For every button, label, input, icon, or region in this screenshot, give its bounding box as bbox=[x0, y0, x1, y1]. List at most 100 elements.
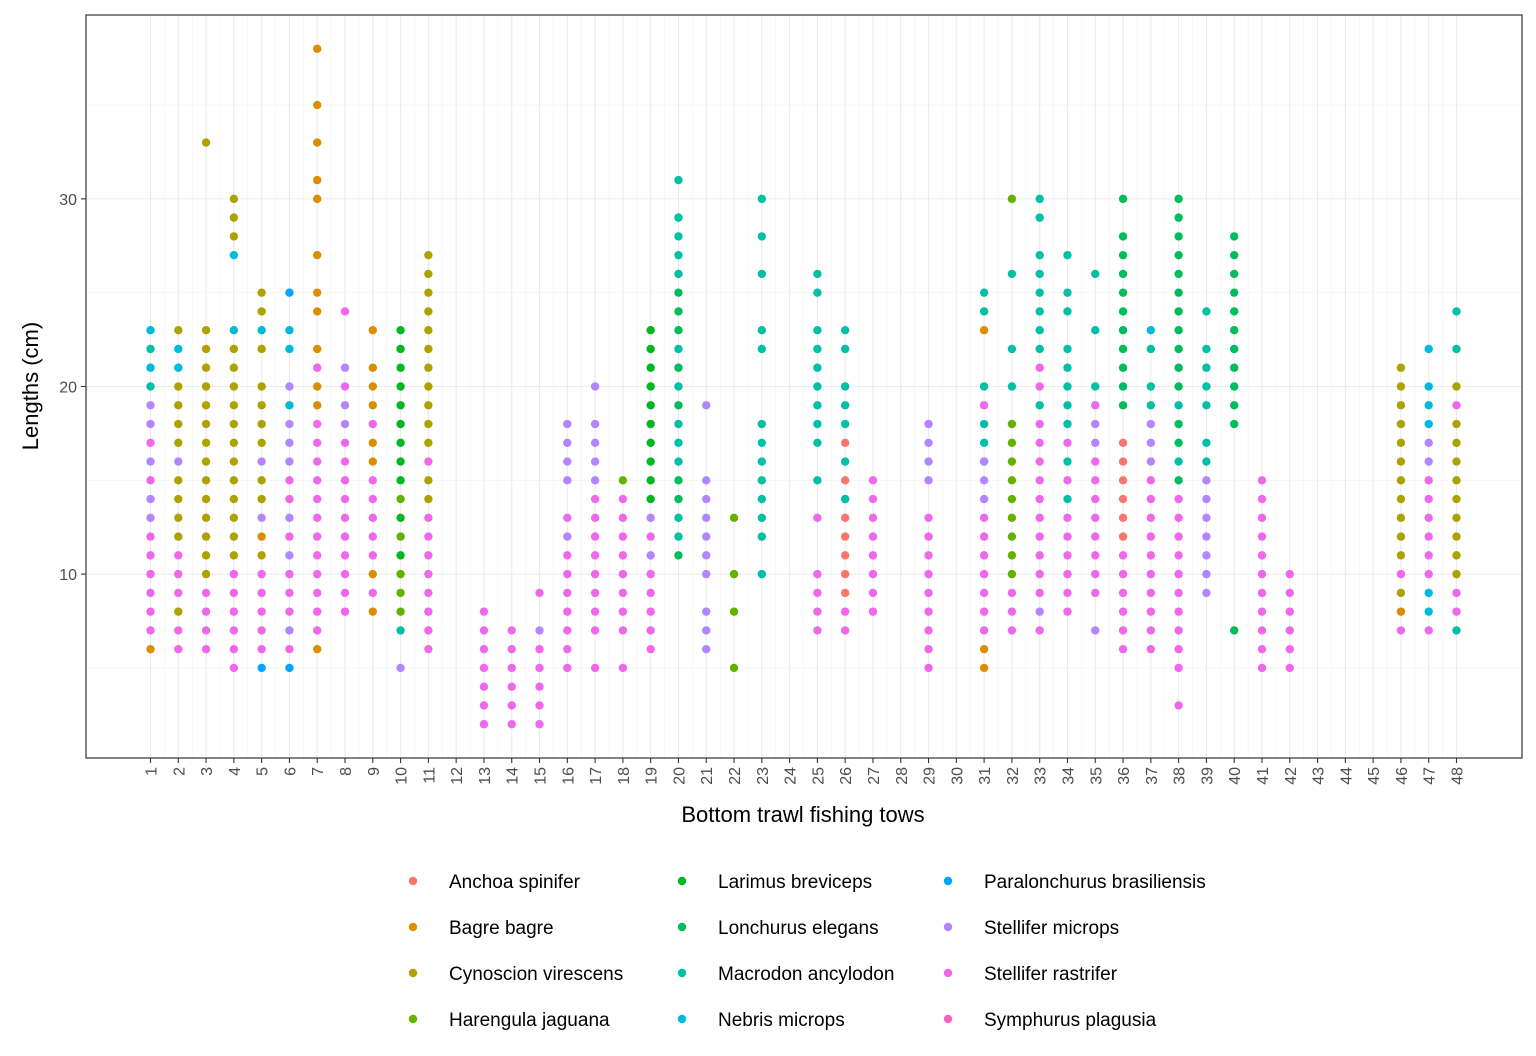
data-point bbox=[1091, 457, 1100, 466]
data-point bbox=[146, 569, 155, 579]
data-point bbox=[174, 419, 183, 429]
data-point bbox=[924, 626, 933, 635]
data-point bbox=[257, 457, 266, 466]
x-tick-label: 29 bbox=[922, 767, 939, 785]
data-point bbox=[229, 588, 239, 598]
data-point bbox=[313, 607, 322, 616]
data-point bbox=[507, 720, 516, 729]
data-point bbox=[424, 438, 433, 447]
data-point bbox=[1257, 494, 1267, 504]
x-tick-label: 27 bbox=[866, 767, 883, 785]
legend-key bbox=[943, 968, 953, 978]
data-point bbox=[174, 588, 183, 598]
data-point bbox=[1063, 250, 1072, 260]
data-point bbox=[396, 551, 405, 560]
data-point bbox=[757, 532, 767, 541]
data-point bbox=[1118, 569, 1128, 579]
data-point bbox=[1230, 232, 1239, 241]
legend-label: Cynoscion virescens bbox=[449, 964, 623, 985]
data-point bbox=[646, 551, 655, 560]
data-point bbox=[563, 438, 572, 447]
data-point bbox=[1174, 438, 1183, 447]
data-point bbox=[1146, 344, 1156, 354]
data-point bbox=[424, 607, 433, 616]
data-point bbox=[924, 663, 933, 673]
data-point bbox=[979, 532, 989, 541]
data-point bbox=[368, 419, 377, 429]
data-point bbox=[313, 626, 322, 635]
data-point bbox=[1230, 382, 1239, 391]
data-point bbox=[618, 663, 628, 673]
data-point bbox=[1396, 401, 1406, 410]
data-point bbox=[1063, 513, 1072, 523]
data-point bbox=[1424, 382, 1433, 391]
data-point bbox=[340, 382, 350, 391]
data-point bbox=[257, 532, 266, 541]
data-point bbox=[1118, 326, 1128, 335]
data-point bbox=[340, 457, 350, 466]
data-point bbox=[507, 701, 516, 710]
data-point bbox=[313, 513, 322, 523]
x-tick-label: 3 bbox=[199, 767, 216, 776]
x-tick-label: 13 bbox=[477, 767, 494, 785]
data-point bbox=[1063, 588, 1072, 598]
data-point bbox=[1063, 532, 1072, 541]
data-point bbox=[146, 457, 155, 466]
data-point bbox=[1396, 607, 1406, 616]
data-point bbox=[285, 588, 294, 598]
data-point bbox=[646, 382, 655, 391]
data-point bbox=[1063, 457, 1072, 466]
data-point bbox=[146, 438, 155, 447]
data-point bbox=[201, 588, 211, 598]
data-point bbox=[1174, 607, 1183, 616]
data-point bbox=[201, 457, 211, 466]
data-point bbox=[702, 513, 711, 523]
data-point bbox=[840, 494, 850, 504]
data-point bbox=[201, 401, 211, 410]
data-point bbox=[1202, 588, 1211, 598]
data-point bbox=[1202, 344, 1211, 354]
data-point bbox=[257, 382, 266, 391]
data-point bbox=[285, 494, 294, 504]
data-point bbox=[257, 307, 266, 316]
data-point bbox=[396, 401, 405, 410]
data-point bbox=[1202, 363, 1211, 372]
data-point bbox=[507, 682, 516, 691]
data-point bbox=[1174, 701, 1183, 710]
data-point bbox=[674, 457, 683, 466]
data-point bbox=[313, 569, 322, 579]
data-point bbox=[674, 288, 683, 297]
data-point bbox=[1257, 607, 1267, 616]
data-point bbox=[229, 363, 239, 372]
legend-key bbox=[943, 922, 953, 932]
data-point bbox=[1285, 626, 1294, 635]
data-point bbox=[563, 419, 572, 429]
data-point bbox=[1174, 344, 1183, 354]
data-point bbox=[563, 457, 572, 466]
x-tick-label: 28 bbox=[894, 767, 911, 785]
data-point bbox=[757, 569, 767, 579]
data-point bbox=[1202, 494, 1211, 504]
data-point bbox=[146, 401, 155, 410]
data-point bbox=[924, 419, 933, 429]
data-point bbox=[757, 513, 767, 523]
data-point bbox=[646, 363, 655, 372]
data-point bbox=[368, 569, 377, 579]
data-point bbox=[1230, 363, 1239, 372]
data-point bbox=[1452, 569, 1461, 579]
data-point bbox=[924, 457, 933, 466]
data-point bbox=[229, 194, 239, 204]
data-point bbox=[396, 457, 405, 466]
data-point bbox=[1452, 307, 1461, 316]
data-point bbox=[813, 326, 822, 335]
data-point bbox=[618, 513, 628, 523]
data-point bbox=[535, 701, 544, 710]
legend-key bbox=[677, 1014, 687, 1024]
x-tick-label: 20 bbox=[671, 767, 688, 785]
data-point bbox=[340, 438, 350, 447]
data-point bbox=[646, 494, 655, 504]
data-point bbox=[1396, 532, 1406, 541]
data-point bbox=[979, 569, 989, 579]
data-point bbox=[1174, 569, 1183, 579]
data-point bbox=[368, 494, 377, 504]
